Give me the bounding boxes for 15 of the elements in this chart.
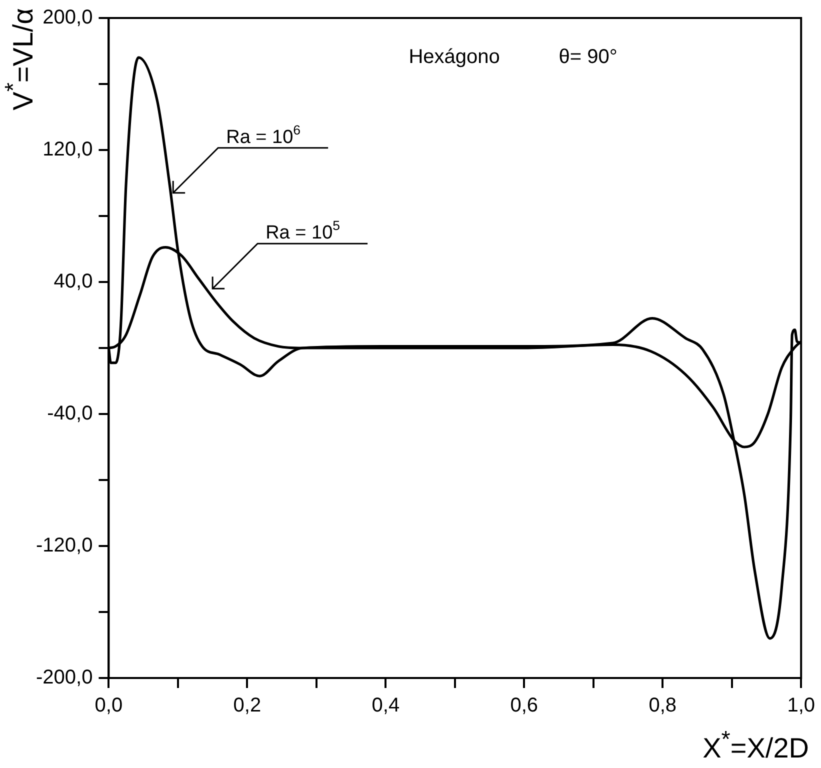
x-tick-label: 1,0 [787, 694, 816, 717]
x-tick-label: 0,4 [372, 694, 400, 717]
x-tick-label: 0,2 [233, 694, 262, 717]
x-axis-title: X$^{*}$=X/2D [702, 726, 809, 764]
x-tick-label: 0,6 [510, 694, 538, 717]
x-tick-label: 0,0 [94, 694, 123, 717]
y-tick-label: 40,0 [54, 270, 93, 293]
y-tick-label: -120,0 [36, 534, 93, 557]
annotation: Hexágono [408, 46, 500, 68]
annotation: θ= 90° [558, 46, 618, 68]
y-tick-label: 200,0 [42, 6, 93, 29]
y-tick-label: -200,0 [36, 666, 93, 689]
y-tick-label: 120,0 [42, 138, 93, 161]
y-tick-label: -40,0 [47, 402, 93, 425]
x-tick-label: 0,8 [648, 694, 677, 717]
